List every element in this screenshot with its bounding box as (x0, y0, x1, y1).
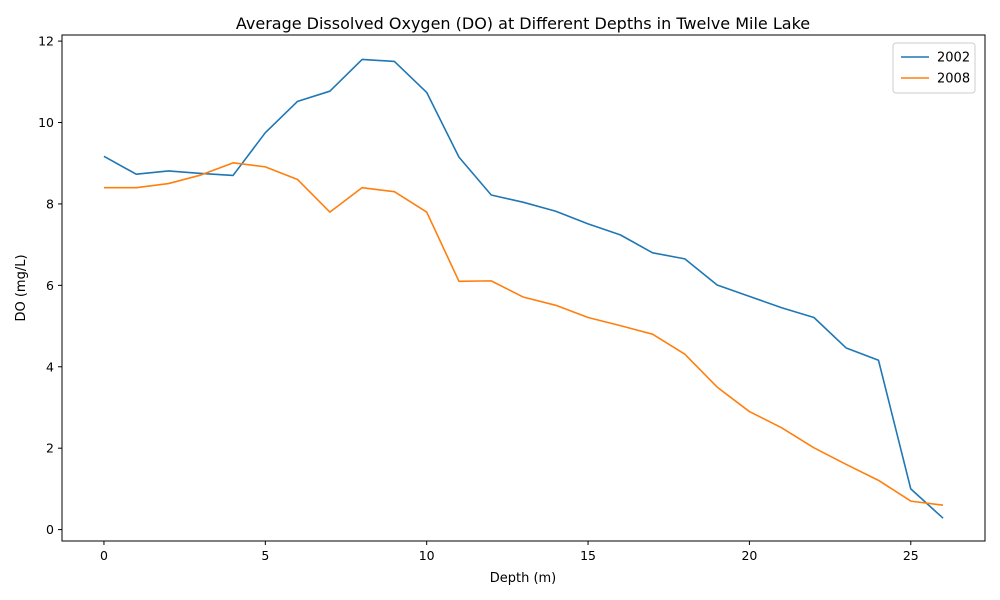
y-axis-label: DO (mg/L) (14, 254, 29, 321)
series-line-2002 (103, 58, 944, 519)
x-tick-label: 10 (419, 548, 435, 563)
legend-box (892, 42, 976, 94)
series-lines (103, 58, 944, 519)
x-axis-label: Depth (m) (490, 571, 557, 586)
x-tick-label: 20 (741, 548, 757, 563)
x-tick-label: 25 (903, 548, 919, 563)
y-tick-label: 2 (46, 441, 54, 456)
legend-label: 2002 (937, 51, 970, 66)
series-line-2008 (103, 162, 944, 506)
y-tick-label: 8 (46, 196, 54, 211)
x-tick-label: 15 (580, 548, 596, 563)
y-axis: 0 2 4 6 8 10 12 (38, 34, 62, 537)
legend-label: 2008 (937, 72, 970, 87)
x-axis: 0 5 10 15 20 25 (100, 541, 919, 563)
y-tick-label: 12 (38, 34, 54, 49)
x-tick-label: 0 (100, 548, 108, 563)
y-tick-label: 0 (46, 522, 54, 537)
y-tick-label: 6 (46, 278, 54, 293)
chart-title: Average Dissolved Oxygen (DO) at Differe… (236, 14, 810, 33)
y-tick-label: 10 (38, 115, 54, 130)
x-tick-label: 5 (261, 548, 269, 563)
legend: 2002 2008 (892, 42, 976, 94)
plot-area (61, 34, 986, 542)
y-tick-label: 4 (46, 359, 54, 374)
